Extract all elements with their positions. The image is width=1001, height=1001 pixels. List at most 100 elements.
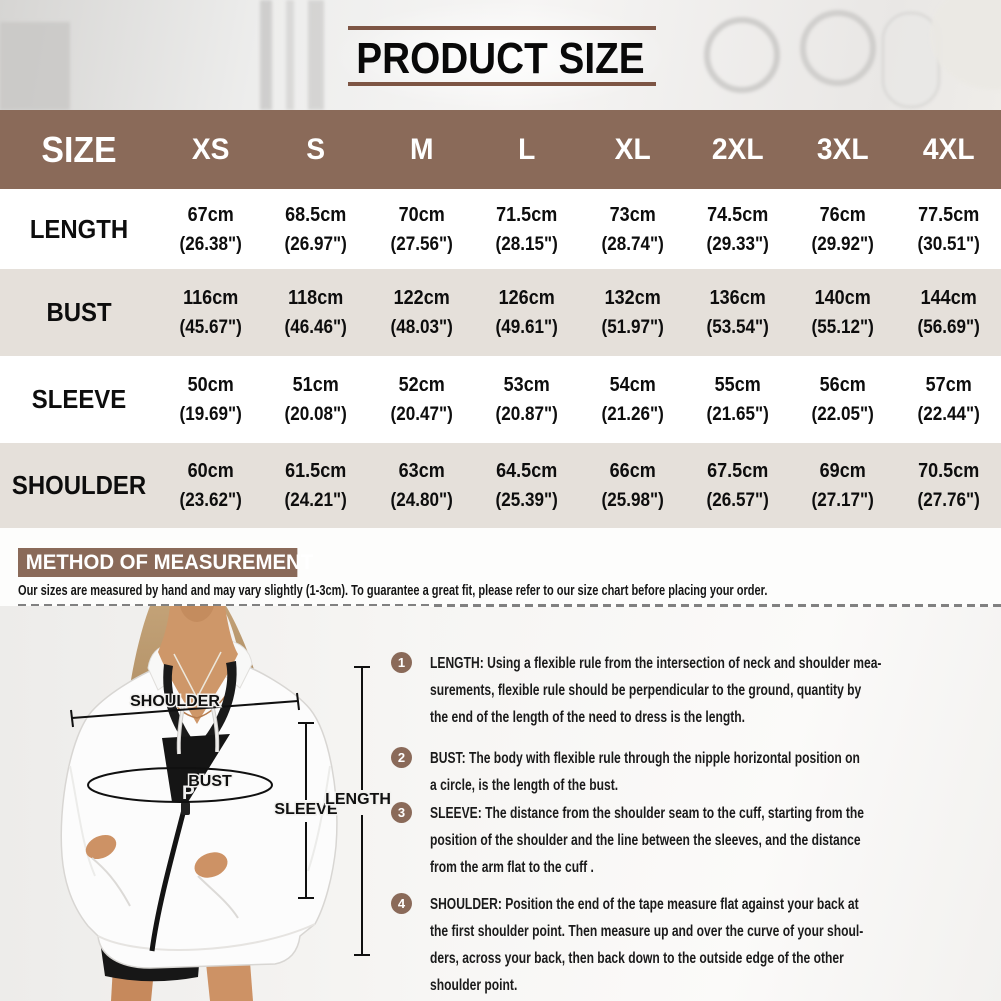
cm-value: 126cm	[498, 287, 555, 309]
hoodie-folds	[69, 765, 331, 877]
page-title: PRODUCT SIZE	[356, 34, 645, 83]
cm-value: 122cm	[393, 287, 450, 309]
inch-value: (28.15")	[495, 233, 558, 255]
measurement-item-length: 1 LENGTH: Using a flexible rule from the…	[391, 650, 1001, 731]
cm-value: 69cm	[819, 460, 866, 482]
table-row-length: LENGTH 67cm (26.38") 68.5cm (26.97") 70cm (…	[0, 189, 1001, 269]
zipper-pull	[181, 802, 190, 815]
item-text: LENGTH: Using a flexible rule from the i…	[430, 655, 882, 726]
photo-background-shape	[308, 0, 324, 110]
size-cell: 61.5cm (24.21")	[269, 461, 364, 510]
inch-value: (22.44")	[917, 404, 980, 425]
size-cell: 56cm (22.05")	[796, 375, 891, 424]
size-cell: 54cm (21.26")	[585, 375, 680, 424]
inch-value: (51.97")	[601, 317, 664, 338]
size-cell: 52cm (20.47")	[374, 375, 469, 424]
inch-value: (19.69")	[179, 404, 242, 425]
measurement-item-bust: 2 BUST: The body with flexible rule thro…	[391, 745, 1001, 799]
cm-value: 71.5cm	[496, 203, 558, 226]
cm-value: 67.5cm	[707, 460, 769, 482]
size-cell: 50cm (19.69")	[163, 375, 258, 424]
size-cell: 140cm (55.12")	[796, 288, 891, 337]
inch-value: (55.12")	[811, 317, 875, 338]
inch-value: (25.39")	[495, 490, 558, 511]
measurement-item-sleeve: 3 SLEEVE: The distance from the shoulder…	[391, 800, 1001, 881]
inch-value: (22.05")	[811, 404, 875, 425]
inch-value: (25.98")	[601, 490, 664, 511]
header-photo-band	[0, 0, 1001, 110]
size-cell: 64.5cm (25.39")	[479, 461, 574, 510]
inch-value: (24.80")	[390, 490, 453, 511]
inch-value: (29.33")	[706, 233, 769, 255]
photo-background-shape	[0, 22, 70, 110]
cm-value: 63cm	[398, 460, 445, 482]
inch-value: (21.65")	[706, 404, 769, 425]
size-cell: 63cm (24.80")	[374, 461, 469, 510]
size-cell: 51cm (20.08")	[269, 375, 364, 424]
inch-value: (53.54")	[706, 317, 769, 338]
column-header-l: L	[518, 132, 536, 166]
table-header-row: SIZE XS S M L XL 2XL 3XL 4XL	[0, 110, 1001, 189]
camisole-logo: P	[182, 783, 195, 804]
cm-value: 70.5cm	[917, 460, 979, 482]
item-number-badge: 3	[391, 802, 412, 823]
inch-value: (23.62")	[179, 490, 242, 511]
cm-value: 140cm	[814, 287, 871, 309]
inch-value: (46.46")	[284, 317, 348, 338]
inch-value: (24.21")	[284, 490, 348, 511]
model-hoodie	[60, 660, 338, 969]
inch-value: (27.76")	[917, 490, 980, 511]
row-label: LENGTH	[29, 213, 129, 244]
column-header-size: SIZE	[41, 128, 117, 170]
cm-value: 74.5cm	[707, 203, 769, 226]
cm-value: 50cm	[187, 374, 234, 396]
shoulder-line-tick	[296, 692, 300, 711]
row-label: BUST	[46, 297, 112, 327]
model-hand	[194, 852, 228, 878]
cm-value: 67cm	[187, 203, 234, 226]
cm-value: 53cm	[503, 374, 550, 396]
inch-value: (26.97")	[284, 233, 348, 255]
inch-value: (30.51")	[917, 233, 980, 255]
cm-value: 51cm	[293, 374, 340, 396]
size-cell: 144cm (56.69")	[901, 288, 996, 337]
cm-value: 77.5cm	[917, 203, 979, 226]
size-cell: 68.5cm (26.97")	[269, 205, 364, 254]
size-cell: 60cm (23.62")	[163, 461, 258, 510]
inch-value: (49.61")	[495, 317, 558, 338]
inch-value: (56.69")	[917, 317, 980, 338]
dashed-divider	[18, 604, 1001, 607]
cm-value: 132cm	[604, 287, 661, 309]
inch-value: (28.74")	[601, 233, 664, 255]
pocket-edge	[91, 857, 131, 907]
column-header-m: M	[409, 132, 434, 166]
pocket-edge	[197, 875, 239, 919]
item-number-badge: 2	[391, 747, 412, 768]
size-cell: 67.5cm (26.57")	[690, 461, 785, 510]
inch-value: (20.87")	[495, 404, 558, 425]
size-cell: 132cm (51.97")	[585, 288, 680, 337]
sleeve-label: SLEEVE	[274, 801, 337, 818]
shoulder-measure-line	[71, 700, 299, 719]
zip-trim	[163, 664, 193, 746]
zip-trim	[202, 661, 237, 747]
row-label: SLEEVE	[31, 384, 127, 414]
cm-value: 55cm	[714, 374, 761, 396]
zipper	[149, 801, 189, 952]
size-cell: 77.5cm (30.51")	[901, 205, 996, 254]
table-row-sleeve: SLEEVE 50cm (19.69") 51cm (20.08") 52cm (20…	[0, 356, 1001, 443]
measurement-item-shoulder: 4 SHOULDER: Position the end of the tape…	[391, 891, 1001, 999]
size-cell: 67cm (26.38")	[163, 205, 258, 254]
column-header-s: S	[306, 132, 326, 166]
sunglasses-icon	[800, 10, 876, 86]
photo-background-shape	[286, 0, 294, 110]
cm-value: 70cm	[398, 203, 445, 226]
size-cell: 116cm (45.67")	[163, 288, 258, 337]
cm-value: 73cm	[609, 203, 656, 226]
cm-value: 56cm	[819, 374, 866, 396]
inch-value: (21.26")	[601, 404, 664, 425]
photo-background-shape	[260, 0, 272, 110]
size-cell: 118cm (46.46")	[269, 288, 364, 337]
inch-value: (48.03")	[390, 317, 453, 338]
inch-value: (26.38")	[179, 233, 242, 255]
